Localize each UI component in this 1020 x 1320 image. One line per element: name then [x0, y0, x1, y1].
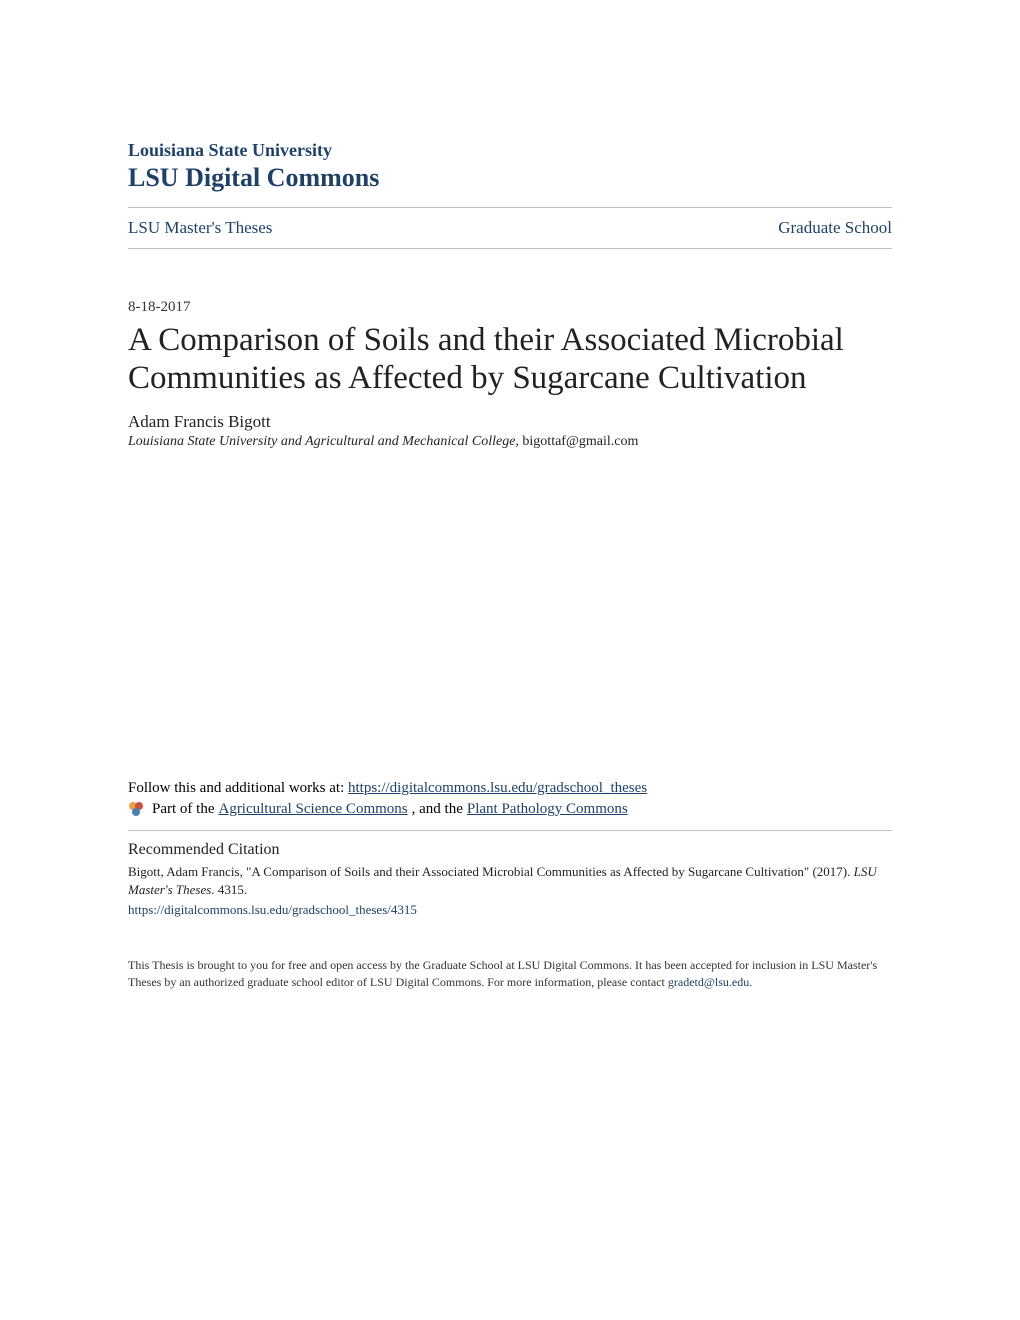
- affiliation-email: , bigottaf@gmail.com: [515, 434, 638, 449]
- subject-link-1[interactable]: Agricultural Science Commons: [218, 801, 407, 818]
- follow-section: Follow this and additional works at: htt…: [128, 780, 892, 818]
- collection-url-link[interactable]: https://digitalcommons.lsu.edu/gradschoo…: [348, 780, 647, 796]
- partof-prefix: Part of the: [152, 801, 214, 818]
- citation-part2: . 4315.: [211, 882, 247, 897]
- breadcrumb-nav: LSU Master's Theses Graduate School: [128, 208, 892, 248]
- affiliation-institution: Louisiana State University and Agricultu…: [128, 434, 515, 449]
- citation-text: Bigott, Adam Francis, "A Comparison of S…: [128, 863, 892, 920]
- repository-header: Louisiana State University LSU Digital C…: [128, 140, 892, 193]
- author-affiliation: Louisiana State University and Agricultu…: [128, 434, 892, 450]
- citation-part1: Bigott, Adam Francis, "A Comparison of S…: [128, 864, 854, 879]
- partof-mid: , and the: [412, 801, 463, 818]
- publication-date: 8-18-2017: [128, 299, 892, 316]
- footer-part1: This Thesis is brought to you for free a…: [128, 958, 877, 989]
- footer-disclaimer: This Thesis is brought to you for free a…: [128, 957, 892, 991]
- citation-heading: Recommended Citation: [128, 841, 892, 859]
- network-icon: [128, 801, 144, 817]
- university-name[interactable]: Louisiana State University: [128, 140, 892, 161]
- follow-line: Follow this and additional works at: htt…: [128, 780, 892, 797]
- commons-name[interactable]: LSU Digital Commons: [128, 163, 892, 193]
- contact-email-link[interactable]: gradetd@lsu.edu: [668, 975, 749, 989]
- school-link[interactable]: Graduate School: [778, 218, 892, 238]
- citation-url-link[interactable]: https://digitalcommons.lsu.edu/gradschoo…: [128, 901, 892, 919]
- subject-link-2[interactable]: Plant Pathology Commons: [467, 801, 628, 818]
- author-name: Adam Francis Bigott: [128, 412, 892, 432]
- divider-citation: [128, 830, 892, 831]
- divider-nav: [128, 248, 892, 249]
- footer-part2: .: [749, 975, 752, 989]
- part-of-line: Part of the Agricultural Science Commons…: [128, 801, 892, 818]
- collection-link[interactable]: LSU Master's Theses: [128, 218, 272, 238]
- follow-prefix: Follow this and additional works at:: [128, 780, 348, 796]
- document-title: A Comparison of Soils and their Associat…: [128, 322, 892, 398]
